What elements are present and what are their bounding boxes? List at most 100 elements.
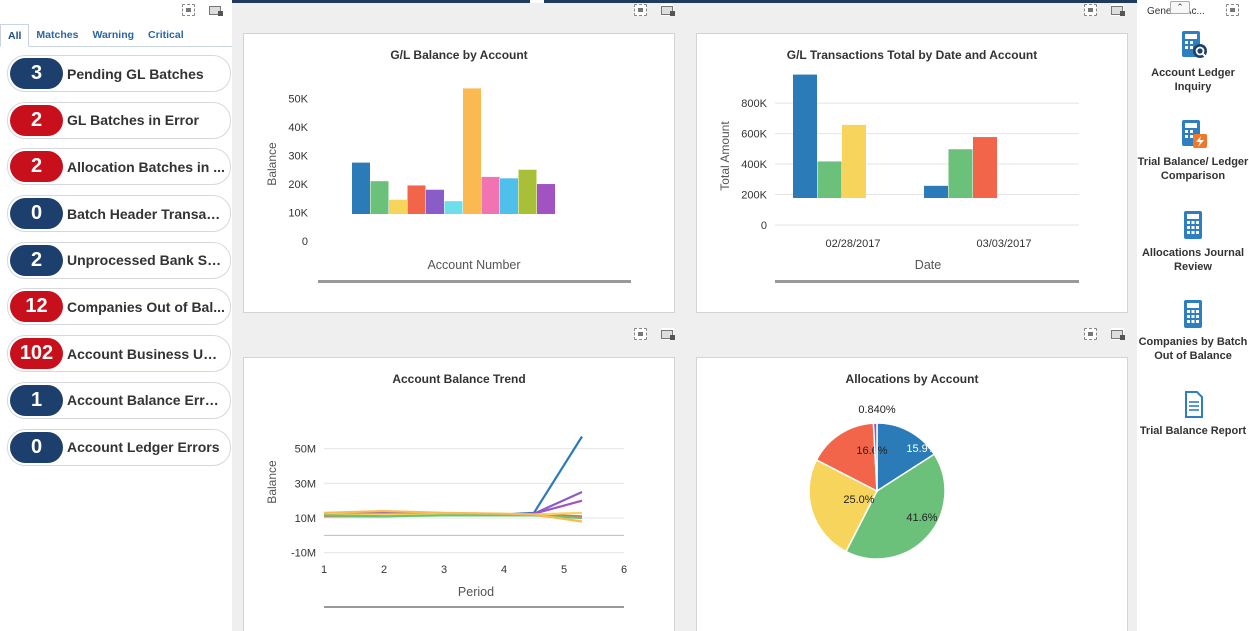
tab-warning[interactable]: Warning [92,29,135,41]
personalize-icon[interactable] [209,4,223,16]
kpi-count-badge: 0 [10,198,63,230]
maximize-icon[interactable] [1084,328,1097,340]
slice-label: 0.840% [858,404,896,416]
y-tick-label: 800K [741,98,767,110]
kpi-item[interactable]: 1 Account Balance Errors [7,381,231,419]
bar [537,184,555,214]
kpi-count-badge: 0 [10,431,63,463]
x-tick-label: 5 [561,564,567,576]
y-tick-label: 400K [741,159,767,171]
kpi-item[interactable]: 102 Account Business Unit ... [7,335,231,373]
app-label: Account Ledger Inquiry [1151,67,1235,93]
bar [463,88,481,214]
kpi-panel-toolbar [182,4,223,18]
tab-critical[interactable]: Critical [148,29,184,41]
y-tick-label: 600K [741,129,767,141]
bar [793,74,817,198]
balance-trend-line-chart: -10M 10M 30M 50M 1 2 3 4 5 6 Balance Period [265,435,627,608]
x-tick-label: 4 [501,564,507,576]
top-border-notch [530,0,544,4]
bar [842,124,866,198]
calculator-icon [1184,211,1202,239]
bar [948,149,973,198]
y-tick-label: 10K [288,207,308,219]
kpi-filter-tabs: All Matches Warning Critical [0,24,232,47]
x-axis-label: Account Number [427,258,520,272]
bar [817,161,842,198]
chart-title: Allocations by Account [845,372,979,386]
y-tick-label: 0 [761,220,767,232]
tab-matches[interactable]: Matches [36,29,79,41]
allocations-chart-card: Allocations by Account 15.9% 41.6% 25.0% 16… [696,357,1128,631]
related-apps-panel: General Ac... ⌃ Account Ledger Inquiry T… [1137,0,1249,631]
balance-trend-chart-card: Account Balance Trend -10M 10M 30M 50M 1 2 3 4 5… [243,357,675,631]
maximize-icon[interactable] [634,4,647,16]
app-trial-balance-ledger-comparison[interactable]: Trial Balance/ Ledger Comparison [1137,119,1249,183]
kpi-item[interactable]: 2 Unprocessed Bank Sta... [7,241,231,279]
maximize-icon[interactable] [1084,4,1097,16]
app-label: Trial Balance Report [1139,425,1247,437]
y-tick-label: 200K [741,190,767,202]
bar [973,137,997,198]
bar [370,181,389,214]
scrollbar [324,606,624,608]
bar [444,201,463,214]
gl-transactions-chart-card: G/L Transactions Total by Date and Accou… [696,33,1128,313]
chart4-toolbar [1084,328,1125,348]
top-border [232,0,1137,3]
personalize-icon[interactable] [1111,4,1125,16]
bar [500,178,518,214]
kpi-count-badge: 12 [10,291,63,323]
app-account-ledger-inquiry[interactable]: Account Ledger Inquiry [1137,30,1249,94]
calculator-icon [1184,300,1202,328]
app-trial-balance-report[interactable]: Trial Balance Report [1137,390,1249,438]
x-tick-label: 6 [621,564,627,576]
y-tick-label: 30K [288,150,308,162]
maximize-icon[interactable] [634,328,647,340]
chart-title: G/L Balance by Account [390,48,528,62]
x-tick-label: 03/03/2017 [976,238,1031,250]
y-axis-label: Balance [265,460,279,504]
slice-label: 41.6% [906,512,937,524]
maximize-icon[interactable] [1226,4,1239,16]
kpi-label: Batch Header Transact... [67,205,225,222]
kpi-panel: All Matches Warning Critical 3 Pending GL… [0,0,232,631]
y-tick-label: 20K [288,179,308,191]
personalize-icon[interactable] [661,4,675,16]
kpi-item[interactable]: 2 Allocation Batches in ... [7,148,231,186]
kpi-item[interactable]: 3 Pending GL Batches [7,55,231,92]
bar [481,176,500,214]
kpi-label: Unprocessed Bank Sta... [67,252,225,269]
allocations-pie-chart: 15.9% 41.6% 25.0% 16.6% 0.840% [808,404,946,560]
kpi-label: Account Balance Errors [67,392,225,409]
collapse-icon[interactable]: ⌃ [1170,1,1190,14]
app-label: Trial Balance/ Ledger Comparison [1137,156,1249,182]
pie-slice [844,453,946,560]
y-tick-label: -10M [291,548,316,560]
calculator-search-icon [1182,31,1207,58]
personalize-icon[interactable] [661,328,675,340]
series-line [323,509,583,523]
kpi-item[interactable]: 0 Batch Header Transact... [7,195,231,233]
x-tick-label: 1 [321,564,327,576]
tab-all[interactable]: All [0,24,30,47]
maximize-icon[interactable] [182,4,195,16]
x-tick-label: 02/28/2017 [825,238,880,250]
related-apps-toolbar [1226,4,1239,18]
calculator-lightning-icon [1182,120,1207,148]
kpi-item[interactable]: 12 Companies Out of Bal... [7,288,231,326]
app-allocations-journal-review[interactable]: Allocations Journal Review [1137,210,1249,274]
x-axis-label: Date [915,258,941,272]
y-tick-label: 10M [295,513,316,525]
pie-slice [876,422,936,493]
document-icon [1185,391,1203,418]
kpi-item[interactable]: 2 GL Batches in Error [7,101,231,139]
kpi-item[interactable]: 0 Account Ledger Errors [7,428,231,466]
gl-balance-chart-card: G/L Balance by Account 0 10K 20K 30K 40K 50K B… [243,33,675,313]
app-companies-by-batch-out-of-balance[interactable]: Companies by Batch Out of Balance [1137,299,1249,363]
y-tick-label: 30M [295,478,316,490]
bar [518,169,537,214]
kpi-label: Companies Out of Bal... [67,298,225,315]
y-axis-label: Total Amount [718,121,732,191]
personalize-icon[interactable] [1111,328,1125,340]
